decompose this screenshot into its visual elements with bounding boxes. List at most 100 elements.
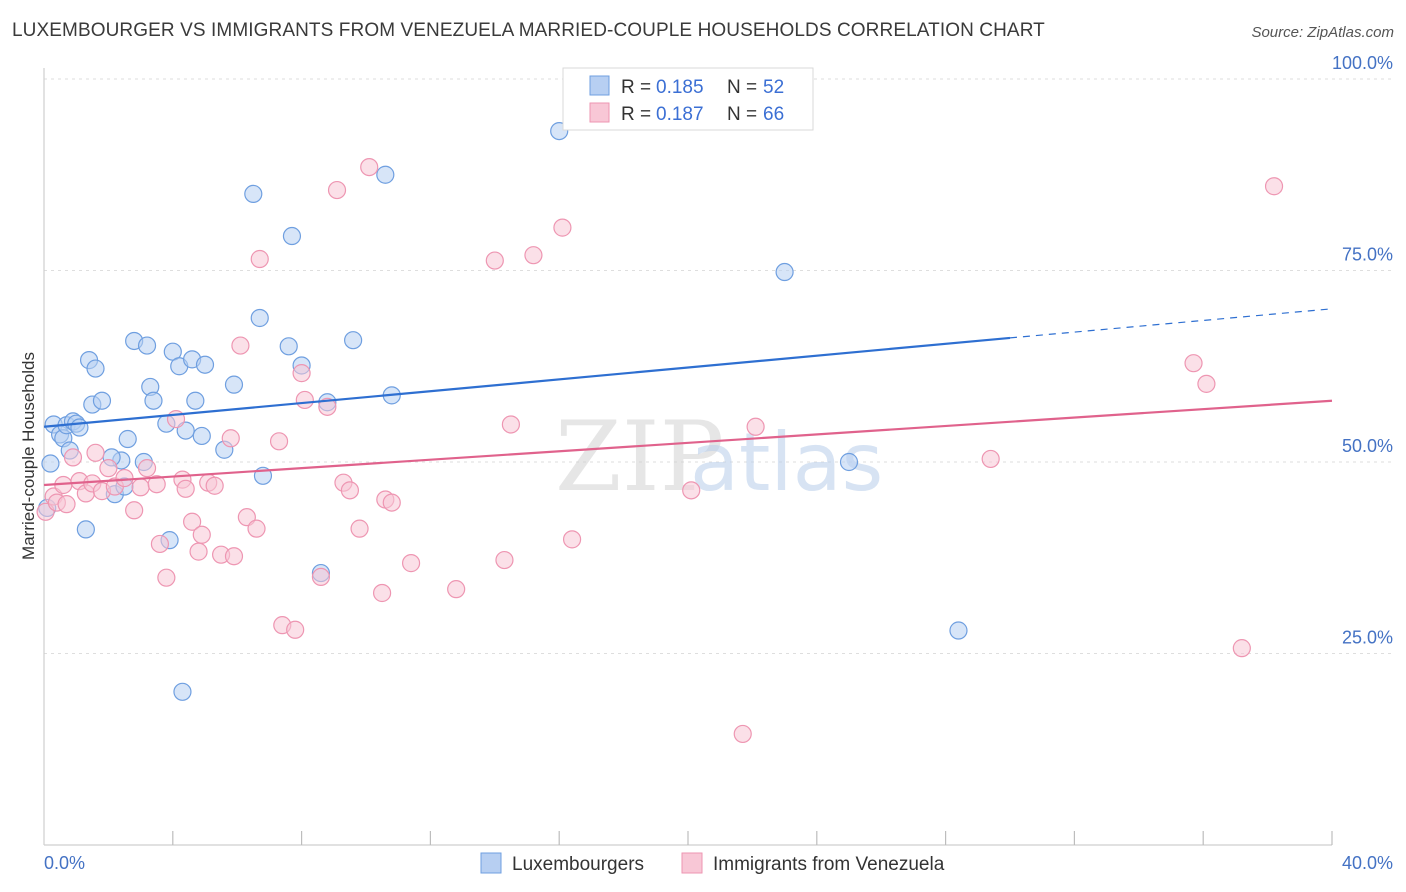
legend-n-label: N = — [727, 104, 757, 125]
legend-swatch-luxembourgers — [589, 75, 610, 96]
data-point — [401, 554, 421, 573]
data-point — [282, 226, 302, 246]
data-point — [292, 364, 311, 383]
data-point — [224, 375, 244, 394]
data-point — [57, 495, 76, 514]
data-point — [205, 476, 224, 495]
data-point — [279, 337, 298, 356]
bottom-legend-label-venezuela: Immigrants from Venezuela — [713, 854, 945, 875]
trend-line-extension — [1009, 308, 1333, 339]
data-point — [86, 359, 105, 378]
data-point — [221, 429, 240, 448]
y-tick-labels: 25.0% 50.0% 75.0% 100.0% — [1332, 53, 1393, 648]
y-tick-label: 50.0% — [1342, 436, 1393, 456]
data-point — [150, 534, 170, 554]
x-tick-label-min: 0.0% — [44, 853, 85, 873]
data-point — [949, 621, 968, 640]
data-point — [195, 355, 215, 374]
data-point — [244, 184, 263, 203]
data-point — [327, 180, 347, 200]
legend-n-value-venezuela: 66 — [763, 104, 784, 125]
data-point — [157, 568, 176, 587]
data-point — [746, 417, 765, 436]
trend-line — [43, 336, 1011, 428]
data-point — [295, 390, 314, 410]
y-tick-label: 100.0% — [1332, 53, 1393, 73]
data-point — [839, 452, 859, 472]
legend-n-value-luxembourgers: 52 — [763, 77, 784, 98]
bottom-legend-swatch-venezuela — [681, 852, 703, 874]
data-point — [382, 493, 401, 512]
data-point — [1197, 374, 1216, 393]
y-tick-label: 25.0% — [1342, 628, 1393, 648]
data-point — [318, 397, 337, 416]
data-point — [501, 415, 520, 434]
series-legend: Luxembourgers Immigrants from Venezuela — [480, 852, 945, 875]
data-point — [373, 583, 392, 603]
data-point — [340, 481, 359, 500]
data-point — [447, 580, 466, 599]
data-point — [144, 391, 163, 410]
data-point — [63, 448, 83, 467]
data-point — [485, 251, 504, 270]
data-point — [76, 520, 95, 539]
data-point — [775, 262, 794, 282]
legend-r-value-luxembourgers: 0.185 — [656, 77, 704, 98]
data-point — [682, 481, 701, 500]
data-point — [981, 449, 1000, 469]
data-point — [733, 724, 752, 744]
data-point — [41, 454, 60, 473]
data-point — [137, 336, 157, 355]
data-point — [189, 542, 208, 561]
data-point — [350, 519, 369, 538]
data-point — [131, 478, 150, 497]
data-point — [247, 519, 266, 538]
data-point — [231, 336, 250, 355]
data-point — [269, 432, 289, 451]
correlation-legend: R = 0.185 N = 52 R = 0.187 N = 66 — [562, 67, 814, 131]
data-point — [147, 475, 166, 494]
data-point — [562, 530, 582, 549]
data-point — [115, 468, 134, 488]
trend-line — [43, 399, 1333, 487]
legend-swatch-venezuela — [589, 102, 610, 123]
bottom-legend-swatch-luxembourgers — [480, 852, 502, 874]
data-point — [183, 512, 202, 531]
data-point — [192, 525, 211, 544]
data-point — [176, 479, 195, 498]
x-tick-label-max: 40.0% — [1342, 853, 1393, 873]
data-point — [186, 391, 205, 410]
watermark: ZIP atlas — [555, 401, 883, 513]
series-venezuela — [36, 157, 1284, 744]
data-point — [118, 429, 137, 449]
data-point — [286, 620, 305, 639]
source-credit: Source: ZipAtlas.com — [1251, 24, 1394, 41]
y-tick-label: 75.0% — [1342, 245, 1393, 265]
data-point — [86, 443, 105, 462]
data-point — [137, 459, 157, 478]
data-point — [1232, 639, 1251, 658]
data-point — [1184, 354, 1203, 373]
data-point — [192, 426, 211, 446]
legend-n-label: N = — [727, 77, 757, 98]
data-point — [99, 459, 118, 478]
data-point — [553, 218, 572, 237]
data-point — [173, 682, 192, 701]
legend-r-label: R = — [621, 104, 651, 125]
y-axis-label: Married-couple Households — [19, 352, 38, 560]
chart-title: LUXEMBOURGER VS IMMIGRANTS FROM VENEZUEL… — [12, 20, 1045, 41]
data-point — [344, 331, 363, 350]
data-point — [250, 308, 269, 328]
data-point — [70, 418, 89, 437]
data-point — [495, 550, 514, 570]
data-point — [524, 246, 543, 265]
data-point — [1264, 177, 1284, 196]
data-point — [125, 501, 144, 520]
trend-lines — [43, 308, 1333, 487]
data-point — [311, 567, 331, 587]
data-point — [376, 165, 395, 184]
legend-r-value-venezuela: 0.187 — [656, 104, 704, 125]
data-point — [224, 547, 244, 566]
legend-r-label: R = — [621, 77, 651, 98]
